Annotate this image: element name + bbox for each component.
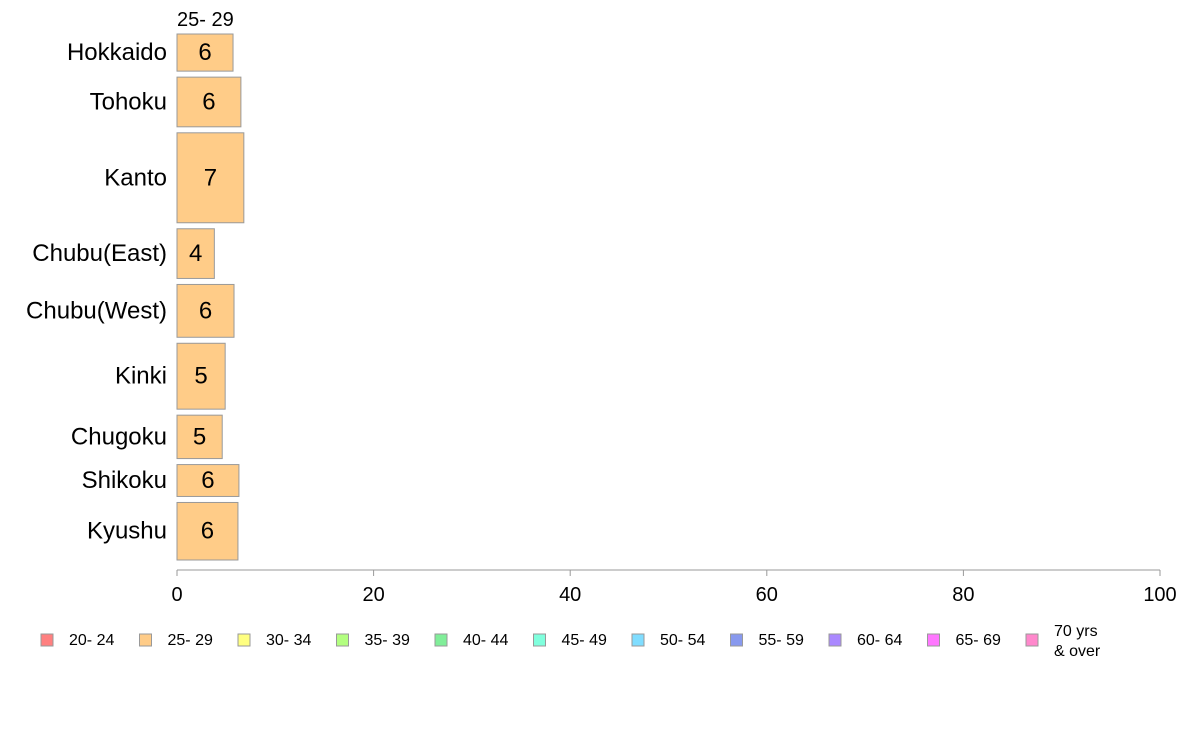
bars-layer: 6 6 7 4 6 5 5 6 6 (176, 33, 245, 561)
legend-swatch (730, 633, 743, 647)
legend-swatch (434, 633, 448, 647)
legend-label: 20- 24 (69, 632, 114, 649)
legend-swatch (336, 633, 349, 647)
region-labels: 25- 29 Hokkaido Tohoku Kanto Chubu(East) Chub… (26, 9, 234, 545)
legend-label: 35- 39 (365, 632, 410, 649)
x-axis: 0 20 40 60 80 100 (171, 569, 1177, 606)
bar-segment (176, 414, 223, 460)
bar-segment (176, 76, 242, 128)
legend-label: 30- 34 (266, 632, 311, 649)
legend-swatch (237, 633, 251, 647)
legend-label: 65- 69 (956, 632, 1001, 649)
bar-value-label: 4 (189, 240, 202, 267)
legend-swatch (1025, 633, 1039, 647)
legend-label: 60- 64 (857, 632, 902, 649)
bar-value-label: 6 (198, 39, 211, 66)
region-label: Kanto (104, 164, 167, 191)
region-label: Chubu(East) (32, 240, 167, 267)
bar-value-label: 6 (199, 297, 212, 324)
bar-segment (176, 132, 245, 224)
bar-segment (176, 501, 239, 561)
legend-label: 25- 29 (168, 632, 213, 649)
bar-value-label: 5 (193, 423, 206, 450)
legend-label: 70 yrs & over (1054, 623, 1101, 660)
region-label: Shikoku (82, 467, 167, 494)
bar-segment (176, 342, 226, 410)
bar-value-label: 7 (204, 164, 217, 191)
legend: 20- 24 25- 29 30- 34 35- 39 40- 44 45- 49 50- … (40, 623, 1101, 660)
legend-swatch (927, 633, 940, 647)
bar-segment (176, 283, 235, 338)
x-tick-label: 40 (559, 584, 581, 606)
bar-value-label: 6 (202, 88, 215, 115)
bar-value-label: 6 (201, 467, 214, 494)
legend-swatch (139, 633, 152, 647)
legend-label: 55- 59 (759, 632, 804, 649)
region-label: Chubu(West) (26, 297, 167, 324)
legend-label: 40- 44 (463, 632, 508, 649)
region-label: Hokkaido (67, 39, 167, 66)
x-tick-label: 20 (362, 584, 384, 606)
region-label: Kinki (115, 363, 167, 390)
region-label: Chugoku (71, 423, 167, 450)
x-tick-label: 80 (952, 584, 974, 606)
region-label: Kyushu (87, 518, 167, 545)
series-header: 25- 29 (177, 9, 234, 31)
bar-segment (176, 464, 240, 497)
legend-swatch (40, 633, 54, 647)
legend-swatch (631, 633, 645, 647)
bar-segment (176, 228, 215, 279)
bar-value-label: 6 (201, 518, 214, 545)
legend-swatch (828, 633, 842, 647)
legend-swatch (533, 633, 546, 647)
bar-value-label: 5 (194, 363, 207, 390)
x-tick-label: 100 (1143, 584, 1176, 606)
x-tick-label: 0 (171, 584, 182, 606)
x-tick-label: 60 (756, 584, 778, 606)
bar-segment (176, 33, 234, 72)
legend-label: 50- 54 (660, 632, 705, 649)
region-label: Tohoku (90, 88, 167, 115)
legend-label: 45- 49 (562, 632, 607, 649)
